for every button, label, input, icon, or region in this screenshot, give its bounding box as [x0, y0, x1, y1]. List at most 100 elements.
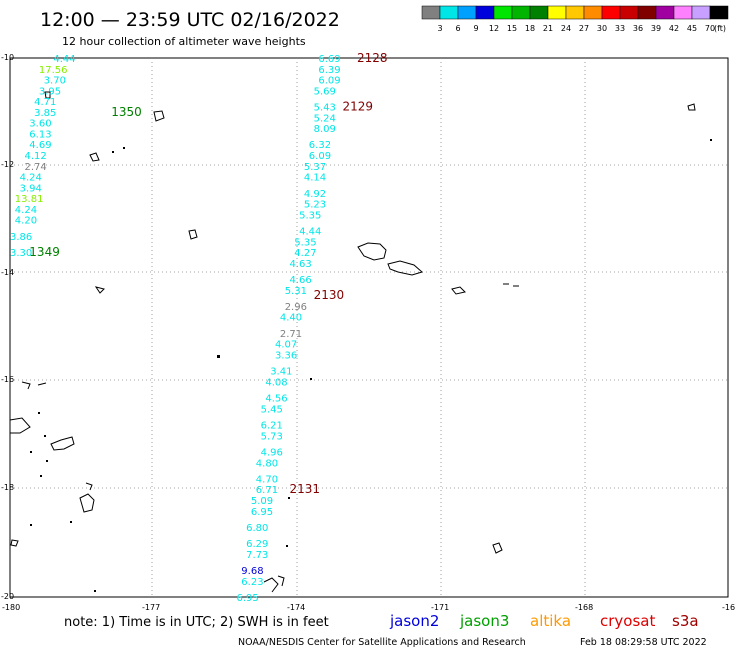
- color-scale-label: 24: [561, 24, 571, 33]
- color-scale-swatch: [547, 5, 567, 20]
- wave-height-value: 4.24: [20, 173, 42, 184]
- color-scale-swatch: [601, 5, 621, 20]
- wave-height-value: 4.56: [265, 394, 287, 405]
- wave-height-value: 4.96: [261, 448, 283, 459]
- color-scale-label: 36: [633, 24, 643, 33]
- coastline-island: [492, 542, 503, 554]
- wave-height-value: 5.35: [299, 210, 321, 221]
- legend-s3a: s3a: [672, 612, 699, 630]
- coastline-tonga: [277, 575, 285, 587]
- wave-height-value: 5.23: [304, 200, 326, 211]
- wave-height-value: 6.80: [246, 523, 268, 534]
- map-title: 12:00 — 23:59 UTC 02/16/2022: [40, 9, 340, 31]
- wave-height-value: 3.30: [10, 248, 32, 259]
- island-dot: [38, 412, 40, 414]
- pass-number-labels: 1350 1349 2128 2129 2130 2131: [29, 51, 387, 496]
- color-scale-swatch: [457, 5, 477, 20]
- color-scale-label: 21: [543, 24, 553, 33]
- legend-cryosat: cryosat: [600, 612, 655, 630]
- wave-height-value: 9.68: [241, 566, 263, 577]
- coastline-island: [21, 381, 31, 390]
- coastline-island: [687, 103, 696, 111]
- color-scale-unit: (ft): [714, 24, 726, 33]
- lon-label: -168: [575, 603, 593, 612]
- coastline-island: [44, 91, 51, 99]
- wave-height-value: 6.71: [256, 485, 278, 496]
- pass-number: 2128: [357, 51, 388, 65]
- wave-height-value: 4.08: [265, 377, 287, 388]
- island-dot: [70, 521, 72, 523]
- wave-height-value: 5.35: [294, 237, 316, 248]
- coastline-island: [153, 110, 165, 122]
- wave-height-value: 4.69: [29, 140, 51, 151]
- latitude-axis: -10 -12 -14 -16 -18 -20: [1, 53, 14, 601]
- wave-height-value: 7.73: [246, 550, 268, 561]
- island-dot: [123, 147, 125, 149]
- wave-height-value: 4.14: [304, 173, 326, 184]
- coastline-savaii: [357, 242, 387, 261]
- color-scale-labels: 3 6 9 12 15 18 21 24 27 30 33 36 39 42 45 70: [437, 24, 715, 33]
- color-scale-label: 33: [615, 24, 625, 33]
- color-scale-swatch: [637, 5, 657, 20]
- footer-credit: NOAA/NESDIS Center for Satellite Applica…: [238, 637, 526, 648]
- lon-label: -180: [2, 603, 20, 612]
- wave-height-readings: 4.4417.563.703.954.713.853.606.134.694.1…: [10, 54, 341, 604]
- wave-height-value: 6.13: [29, 130, 51, 141]
- color-scale-swatch: [709, 5, 729, 20]
- wave-height-value: 5.43: [314, 103, 336, 114]
- wave-height-value: 5.37: [304, 162, 326, 173]
- wave-height-value: 6.21: [261, 421, 283, 432]
- wave-height-value: 2.96: [285, 302, 307, 313]
- wave-height-value: 4.44: [53, 54, 75, 65]
- color-scale-label: 42: [669, 24, 679, 33]
- wave-height-value: 6.69: [318, 54, 340, 65]
- lat-label: -16: [1, 375, 14, 384]
- wave-height-value: 6.32: [309, 140, 331, 151]
- color-scale-swatch: [691, 5, 711, 20]
- coastline-upolu: [387, 260, 424, 276]
- island-dot: [710, 139, 712, 141]
- wave-height-value: 5.69: [314, 86, 336, 97]
- island-dot: [44, 435, 46, 437]
- footer-note: note: 1) Time is in UTC; 2) SWH is in fe…: [64, 615, 329, 630]
- wave-height-value: 6.29: [246, 539, 268, 550]
- wave-height-value: 8.09: [314, 124, 336, 135]
- color-scale-swatch: [511, 5, 531, 20]
- wave-height-value: 4.12: [25, 151, 47, 162]
- wave-height-value: 4.44: [299, 227, 321, 238]
- wave-height-value: 17.56: [39, 65, 68, 76]
- wave-height-value: 6.09: [318, 76, 340, 87]
- wave-height-value: 6.09: [309, 151, 331, 162]
- color-scale-bar: [421, 5, 729, 20]
- lat-label: -20: [1, 592, 14, 601]
- color-scale-label: 45: [687, 24, 697, 33]
- wave-height-value: 5.24: [314, 113, 336, 124]
- color-scale-label: 9: [473, 24, 478, 33]
- color-scale-swatch: [493, 5, 513, 20]
- wave-height-value: 4.20: [15, 216, 37, 227]
- wave-height-value: 6.39: [318, 65, 340, 76]
- pass-number: 2129: [343, 100, 374, 114]
- coastlines: [9, 91, 696, 593]
- wave-height-value: 4.40: [280, 313, 302, 324]
- wave-height-value: 4.63: [290, 259, 312, 270]
- lat-label: -12: [1, 160, 14, 169]
- color-scale-label: 12: [489, 24, 499, 33]
- pass-number: 1350: [111, 105, 142, 119]
- island-dot: [46, 460, 48, 462]
- pass-number: 2130: [314, 288, 345, 302]
- color-scale-swatch: [583, 5, 603, 20]
- lat-label: -14: [1, 268, 14, 277]
- legend-jason2: jason2: [389, 612, 439, 630]
- island-dot: [217, 355, 220, 358]
- coastline-dots: [30, 139, 712, 592]
- wave-height-value: 5.73: [261, 431, 283, 442]
- coastline-island: [85, 482, 93, 491]
- color-scale-label: 30: [597, 24, 607, 33]
- lon-label: -171: [431, 603, 449, 612]
- coastline-fiji: [50, 436, 75, 451]
- color-scale-label: 70: [705, 24, 715, 33]
- coastline-island: [94, 286, 105, 294]
